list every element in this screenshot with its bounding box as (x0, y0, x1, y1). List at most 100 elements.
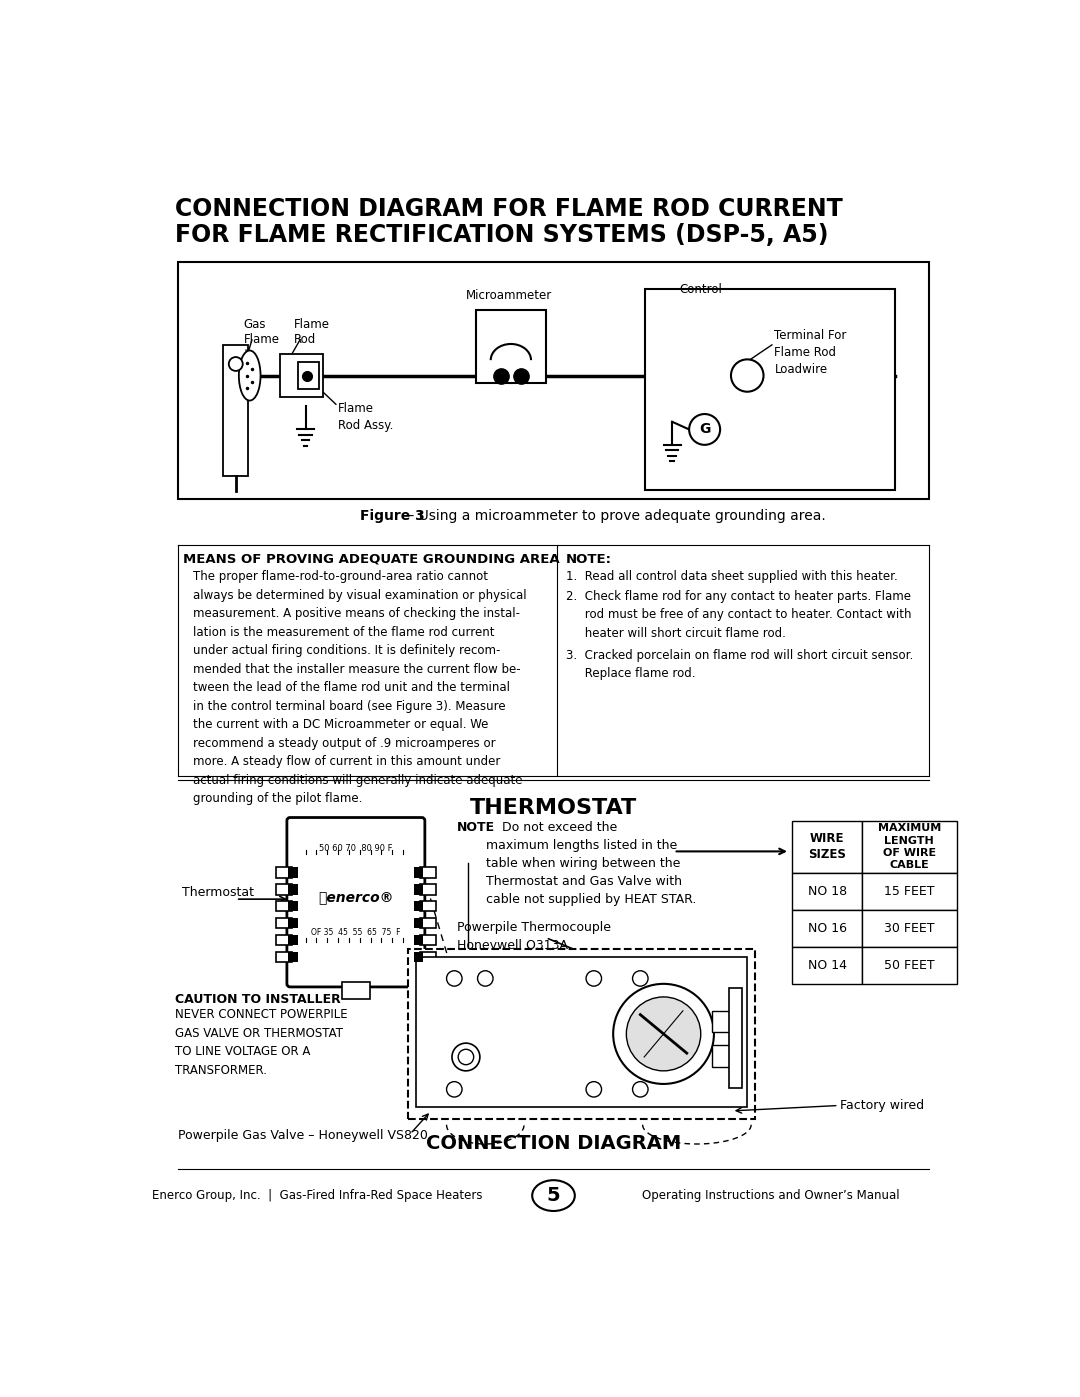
Bar (288, 951, 298, 963)
Bar (414, 884, 423, 894)
Text: 30 FEET: 30 FEET (883, 922, 934, 935)
Text: Operating Instructions and Owner’s Manual: Operating Instructions and Owner’s Manua… (642, 1189, 900, 1201)
Circle shape (633, 971, 648, 986)
Circle shape (229, 358, 243, 372)
Bar (420, 884, 435, 894)
Text: MEANS OF PROVING ADEQUATE GROUNDING AREA: MEANS OF PROVING ADEQUATE GROUNDING AREA (183, 553, 559, 566)
Circle shape (626, 997, 701, 1071)
Bar (298, 362, 320, 390)
Ellipse shape (532, 1180, 575, 1211)
Bar (416, 957, 747, 1106)
Circle shape (446, 971, 462, 986)
Circle shape (613, 983, 714, 1084)
Circle shape (446, 1081, 462, 1097)
Circle shape (586, 1081, 602, 1097)
Text: 2.  Check flame rod for any contact to heater parts. Flame
     rod must be free: 2. Check flame rod for any contact to he… (566, 590, 912, 640)
Text: 50 FEET: 50 FEET (883, 958, 934, 972)
Text: Figure 3: Figure 3 (360, 509, 424, 522)
Bar (288, 935, 298, 946)
Text: Powerpile Gas Valve – Honeywell VS820: Powerpile Gas Valve – Honeywell VS820 (177, 1129, 428, 1141)
Text: 5: 5 (546, 1186, 561, 1206)
FancyBboxPatch shape (287, 817, 424, 986)
Bar (414, 935, 423, 946)
Text: Flame
Rod: Flame Rod (294, 317, 329, 346)
Bar (793, 909, 862, 947)
Text: THERMOSTAT: THERMOSTAT (470, 798, 637, 817)
Bar (793, 873, 862, 909)
Bar (645, 289, 894, 489)
Text: CONNECTION DIAGRAM FOR FLAME ROD CURRENT: CONNECTION DIAGRAM FOR FLAME ROD CURRENT (175, 197, 843, 221)
Bar (280, 353, 323, 397)
Text: Terminal For
Flame Rod
Loadwire: Terminal For Flame Rod Loadwire (774, 330, 847, 376)
Text: NO 18: NO 18 (808, 884, 847, 898)
Bar (414, 918, 423, 929)
Bar (862, 820, 957, 873)
Bar (414, 866, 423, 877)
Text: NO 14: NO 14 (808, 958, 847, 972)
Bar (288, 901, 298, 911)
Text: 50 60 70  80 90 F: 50 60 70 80 90 F (319, 844, 393, 852)
Text: G: G (699, 422, 711, 436)
Bar (276, 901, 292, 911)
Bar (288, 918, 298, 929)
Text: Microammeter: Microammeter (467, 289, 553, 302)
Text: Powerpile Thermocouple
Honeywell Q313A: Powerpile Thermocouple Honeywell Q313A (457, 921, 610, 951)
Bar (862, 909, 957, 947)
Bar (224, 345, 248, 475)
Text: – Using a microammeter to prove adequate grounding area.: – Using a microammeter to prove adequate… (403, 509, 826, 522)
Bar (342, 982, 369, 999)
Text: 1.  Read all control data sheet supplied with this heater.: 1. Read all control data sheet supplied … (566, 570, 897, 583)
Bar (276, 918, 292, 929)
Bar (729, 988, 742, 1088)
Circle shape (633, 1081, 648, 1097)
Bar (288, 884, 298, 894)
Bar (793, 947, 862, 983)
Text: NOTE:: NOTE: (566, 553, 612, 566)
Text: WIRE
SIZES: WIRE SIZES (808, 833, 846, 862)
Text: ⓔenerco®: ⓔenerco® (319, 891, 393, 905)
Text: FOR FLAME RECTIFICATION SYSTEMS (DSP-5, A5): FOR FLAME RECTIFICATION SYSTEMS (DSP-5, … (175, 224, 828, 247)
Bar (862, 873, 957, 909)
Text: Do not exceed the
maximum lengths listed in the
table when wiring between the
Th: Do not exceed the maximum lengths listed… (486, 820, 697, 905)
Text: The proper flame-rod-to-ground-area ratio cannot
always be determined by visual : The proper flame-rod-to-ground-area rati… (193, 570, 527, 805)
Bar (414, 951, 423, 963)
Bar (420, 901, 435, 911)
Circle shape (477, 971, 494, 986)
Bar (414, 901, 423, 911)
Text: Enerco Group, Inc.  |  Gas-Fired Infra-Red Space Heaters: Enerco Group, Inc. | Gas-Fired Infra-Red… (152, 1189, 483, 1201)
Text: Thermostat: Thermostat (181, 887, 254, 900)
Bar (476, 310, 545, 383)
Bar (177, 261, 930, 499)
Text: Flame
Rod Assy.: Flame Rod Assy. (338, 402, 393, 433)
Text: NO 16: NO 16 (808, 922, 847, 935)
Circle shape (586, 971, 602, 986)
Bar (420, 866, 435, 877)
Ellipse shape (239, 351, 260, 401)
Bar (793, 820, 862, 873)
Text: CONNECTION DIAGRAM: CONNECTION DIAGRAM (426, 1134, 681, 1153)
Circle shape (451, 1044, 480, 1071)
Bar (420, 935, 435, 946)
Bar (276, 951, 292, 963)
Text: Gas
Flame: Gas Flame (243, 317, 280, 346)
Circle shape (689, 414, 720, 444)
Circle shape (458, 1049, 474, 1065)
Text: MAXIMUM
LENGTH
OF WIRE
CABLE: MAXIMUM LENGTH OF WIRE CABLE (878, 823, 941, 870)
Text: Factory wired: Factory wired (840, 1099, 924, 1112)
Bar (276, 866, 292, 877)
Bar (408, 949, 755, 1119)
Text: OF 35  45  55  65  75  F: OF 35 45 55 65 75 F (311, 929, 401, 937)
Bar (288, 866, 298, 877)
Bar (713, 1045, 740, 1067)
Text: Control: Control (679, 284, 723, 296)
Text: NEVER CONNECT POWERPILE
GAS VALVE OR THERMOSTAT
TO LINE VOLTAGE OR A
TRANSFORMER: NEVER CONNECT POWERPILE GAS VALVE OR THE… (175, 1009, 348, 1077)
Bar (420, 951, 435, 963)
Text: 15 FEET: 15 FEET (883, 884, 934, 898)
Bar (862, 947, 957, 983)
Circle shape (731, 359, 764, 391)
Text: NOTE: NOTE (457, 820, 495, 834)
Bar (276, 884, 292, 894)
Text: 3.  Cracked porcelain on flame rod will short circuit sensor.
     Replace flame: 3. Cracked porcelain on flame rod will s… (566, 648, 914, 680)
Bar (276, 935, 292, 946)
Bar (713, 1011, 740, 1032)
